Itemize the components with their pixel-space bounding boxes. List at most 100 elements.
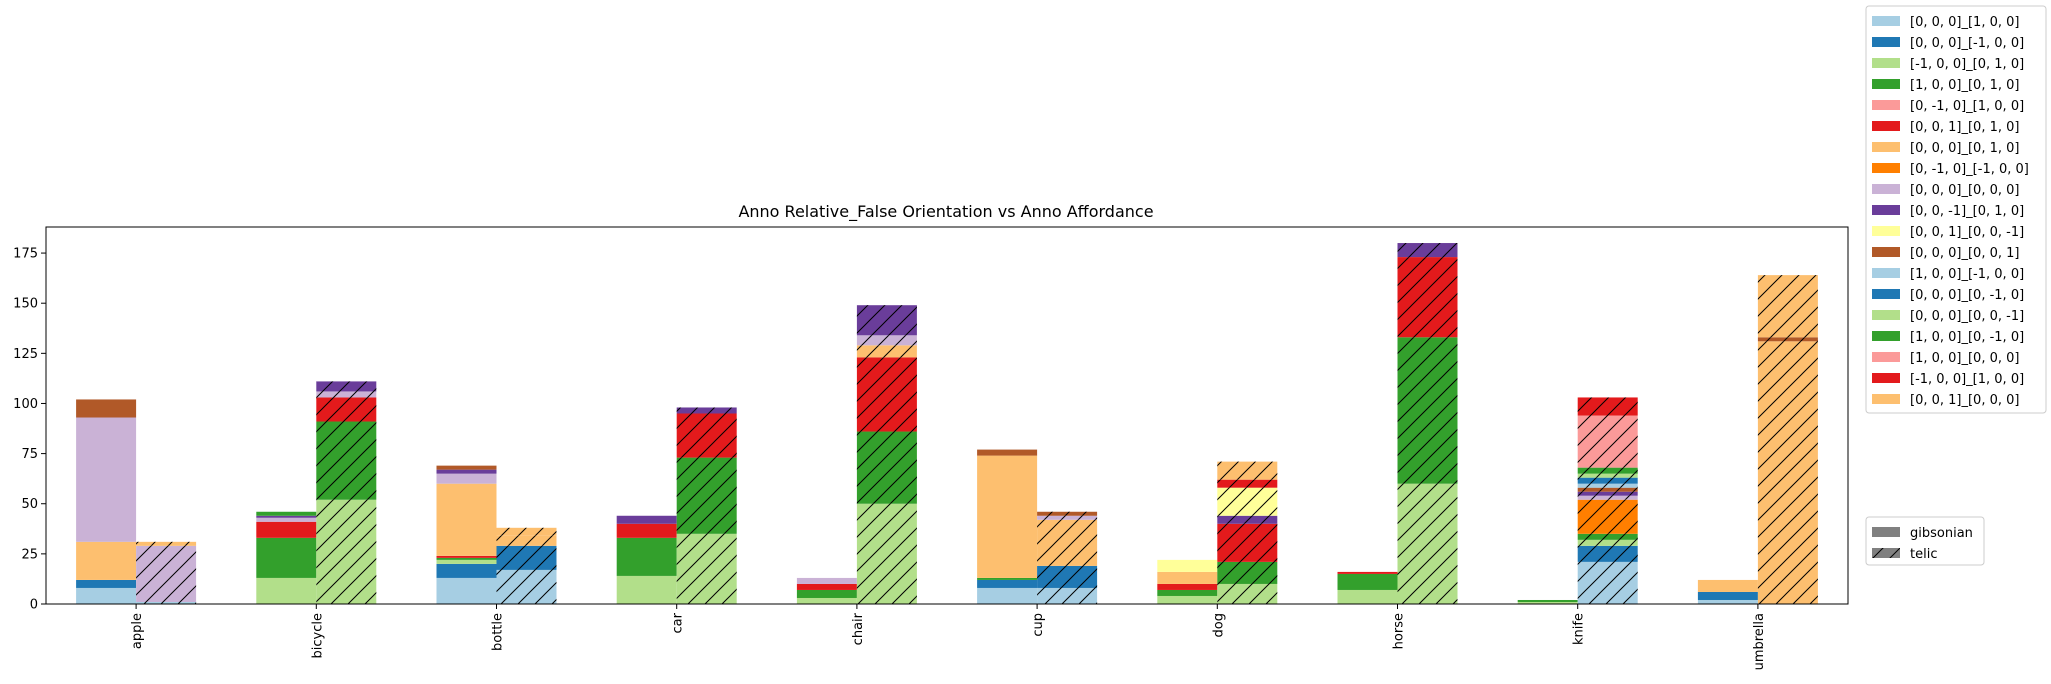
legend-label: [1, 0, 0]_[0, 1, 0]: [1910, 78, 2019, 93]
bar-car-gibsonian-s2: [616, 575, 677, 604]
bar-hatch-bicycle-s8: [316, 391, 377, 398]
legend-swatch: [1872, 16, 1900, 26]
bar-hatch-bottle-s0: [496, 569, 557, 604]
bar-dog-gibsonian-s10: [1157, 559, 1218, 572]
legend-swatch: [1872, 352, 1900, 362]
bar-hatch-cup-s11: [1037, 511, 1098, 516]
bar-dog-gibsonian-s2: [1157, 595, 1218, 604]
bar-hatch-dog-s18: [1217, 461, 1278, 480]
plot-bars: [76, 243, 1818, 604]
bar-bicycle-gibsonian-s2: [256, 577, 317, 604]
bar-car-gibsonian-s3: [616, 537, 677, 576]
bar-hatch-apple-s18: [136, 541, 197, 546]
legend-label: [0, 0, 0]_[0, 0, 0]: [1910, 183, 2019, 198]
x-tick-label-horse: horse: [1392, 613, 1407, 649]
bar-hatch-cup-s1: [1037, 565, 1098, 588]
legend-label: [1, 0, 0]_[0, -1, 0]: [1910, 330, 2024, 345]
legend-swatch: [1872, 121, 1900, 131]
bar-hatch-horse-s9: [1397, 243, 1458, 258]
bar-hatch-chair-s8: [856, 335, 917, 346]
bar-hatch-dog-s17: [1217, 479, 1278, 488]
bar-hatch-knife-s3: [1577, 533, 1638, 540]
bar-hatch-bicycle-s3: [316, 421, 377, 500]
bar-car-gibsonian-s5: [616, 523, 677, 538]
bar-bicycle-gibsonian-s15: [256, 511, 317, 516]
bar-apple-gibsonian-s8: [76, 417, 137, 542]
bar-hatch-car-s9: [676, 407, 737, 414]
bar-umbrella-gibsonian-s1: [1697, 591, 1758, 600]
bar-hatch-chair-s9: [856, 305, 917, 336]
legend-label: [0, 0, 0]_[1, 0, 0]: [1910, 15, 2019, 30]
bar-hatch-horse-s5: [1397, 257, 1458, 338]
legend-swatch: [1872, 37, 1900, 47]
legend-label: [0, -1, 0]_[-1, 0, 0]: [1910, 162, 2029, 177]
bar-hatch-horse-s3: [1397, 337, 1458, 484]
legend-groups: gibsonian telic: [1865, 516, 1985, 566]
legend-swatch: [1872, 289, 1900, 299]
legend-group-hatch: [1872, 548, 1900, 558]
legend-group-label: telic: [1910, 547, 1937, 562]
x-tick-label-bicycle: bicycle: [310, 613, 325, 658]
bar-hatch-apple-s0: [136, 601, 197, 604]
legend-label: [0, 0, 0]_[-1, 0, 0]: [1910, 36, 2024, 51]
bar-hatch-bottle-s6: [496, 535, 557, 546]
bar-dog-gibsonian-s6: [1157, 571, 1218, 584]
legend-swatch: [1872, 205, 1900, 215]
bar-hatch-umbrella-s11: [1757, 337, 1818, 342]
bar-hatch-dog-s5: [1217, 523, 1278, 562]
legend-swatch: [1872, 79, 1900, 89]
bar-bottle-gibsonian-s0: [436, 577, 497, 604]
legend-label: [-1, 0, 0]_[0, 1, 0]: [1910, 57, 2024, 72]
legend-swatch: [1872, 226, 1900, 236]
bar-hatch-chair-s5: [856, 357, 917, 432]
y-tick-label: 125: [13, 347, 38, 362]
bar-bottle-gibsonian-s9: [436, 469, 497, 474]
x-tick-label-bottle: bottle: [491, 613, 506, 651]
legend-swatch: [1872, 373, 1900, 383]
bar-hatch-knife-s0: [1577, 561, 1638, 604]
bar-hatch-dog-s10: [1217, 487, 1278, 516]
bar-hatch-car-s2: [676, 533, 737, 604]
bar-hatch-car-s5: [676, 413, 737, 458]
bar-hatch-chair-s6: [856, 345, 917, 358]
legend-swatch: [1872, 100, 1900, 110]
bar-hatch-knife-s15: [1577, 467, 1638, 474]
bar-hatch-knife-s2: [1577, 539, 1638, 546]
bar-hatch-bicycle-s5: [316, 397, 377, 422]
x-tick-label-umbrella: umbrella: [1752, 613, 1767, 670]
bar-knife-gibsonian-s3: [1517, 599, 1578, 602]
legend-swatch: [1872, 163, 1900, 173]
bar-hatch-dog-s3: [1217, 561, 1278, 584]
bar-bottle-gibsonian-s11: [436, 465, 497, 470]
legend-label: [-1, 0, 0]_[1, 0, 0]: [1910, 372, 2024, 387]
y-tick-label: 100: [13, 397, 38, 412]
y-tick-label: 150: [13, 297, 38, 312]
chart-title: Anno Relative_False Orientation vs Anno …: [738, 202, 1153, 222]
y-axis: 0 25 50 75 100 125 150 175: [13, 247, 46, 613]
bar-cup-gibsonian-s3: [977, 577, 1038, 580]
legend-swatch: [1872, 142, 1900, 152]
legend-swatch: [1872, 247, 1900, 257]
bar-bottle-gibsonian-s8: [436, 473, 497, 484]
bar-bottle-gibsonian-s2: [436, 559, 497, 564]
bar-horse-gibsonian-s5: [1337, 571, 1398, 574]
bar-chair-gibsonian-s8: [796, 577, 857, 584]
bar-horse-gibsonian-s2: [1337, 589, 1398, 604]
legend-swatch: [1872, 394, 1900, 404]
x-tick-label-car: car: [671, 612, 686, 633]
legend-label: [0, 0, 1]_[0, 0, 0]: [1910, 393, 2019, 408]
bar-hatch-knife-s9: [1577, 491, 1638, 496]
legend-label: [0, 0, 0]_[0, -1, 0]: [1910, 288, 2024, 303]
bar-apple-gibsonian-s1: [76, 579, 137, 588]
bar-hatch-horse-s2: [1397, 483, 1458, 604]
legend-swatch: [1872, 184, 1900, 194]
bar-apple-gibsonian-s6: [76, 541, 137, 580]
bar-dog-gibsonian-s3: [1157, 589, 1218, 596]
bar-hatch-umbrella-s6: [1757, 341, 1818, 604]
bar-hatch-car-s3: [676, 457, 737, 534]
legend-swatch: [1872, 331, 1900, 341]
legend-label: [0, 0, 1]_[0, 0, -1]: [1910, 225, 2024, 240]
bar-cup-gibsonian-s6: [977, 455, 1038, 578]
plot-frame: [45, 226, 1849, 605]
